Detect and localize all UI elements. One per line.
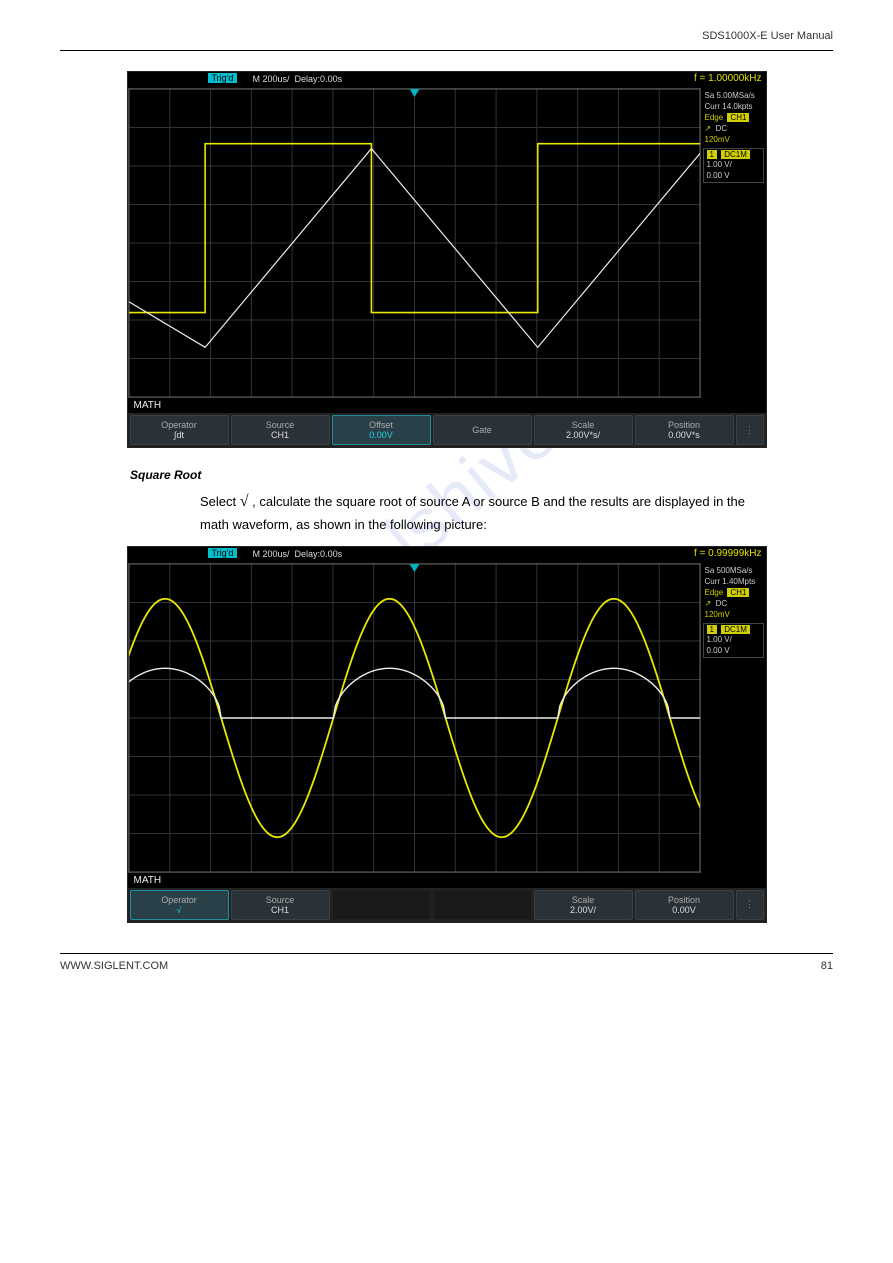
softkey-button[interactable]: Position0.00V*s (635, 415, 734, 445)
oscilloscope-screenshot-sqrt: Trig'd M 200us/ Delay:0.00s f = 0.99999k… (127, 546, 767, 923)
memory-depth: Curr 14.0kpts (703, 101, 764, 112)
sqrt-symbol: √ (240, 493, 249, 510)
trigger-coupling: DC (716, 124, 728, 133)
header-rule (60, 50, 833, 51)
trigger-type: Edge (705, 588, 724, 597)
trigger-coupling: DC (716, 599, 728, 608)
trigger-status-badge: Trig'd (208, 73, 238, 83)
softkey-menubar: Operator√SourceCH1 Scale2.00V/Position0.0… (128, 888, 766, 922)
menu-more-icon[interactable]: ⋮ (736, 890, 764, 920)
channel-badge: 1 (707, 625, 717, 634)
math-trace-label: MATH (128, 873, 766, 888)
scope-topbar: Trig'd M 200us/ Delay:0.00s f = 1.00000k… (128, 72, 766, 88)
softkey-menubar: Operator∫dtSourceCH1Offset0.00VGateScale… (128, 413, 766, 447)
softkey-button[interactable]: SourceCH1 (231, 890, 330, 920)
trigger-source-badge: CH1 (727, 113, 749, 122)
softkey-button[interactable]: Gate (433, 415, 532, 445)
header-manual-title: SDS1000X-E User Manual (60, 30, 833, 42)
trigger-slope-icon: ↗ (705, 124, 712, 133)
channel-impedance: DC1M (721, 150, 750, 159)
softkey-button[interactable]: SourceCH1 (231, 415, 330, 445)
softkey-button[interactable]: Offset0.00V (332, 415, 431, 445)
channel-offset: 0.00 V (705, 170, 762, 181)
sample-rate: Sa 500MSa/s (703, 565, 764, 576)
scope-side-panel: Sa 5.00MSa/s Curr 14.0kpts Edge CH1 ↗ DC… (701, 88, 766, 398)
section-title-square-root: Square Root (130, 466, 763, 485)
trigger-source-badge: CH1 (727, 588, 749, 597)
footer-url: WWW.SIGLENT.COM (60, 960, 168, 972)
softkey-button (433, 890, 532, 920)
math-trace-label: MATH (128, 398, 766, 413)
menu-more-icon[interactable]: ⋮ (736, 415, 764, 445)
trigger-level: 120mV (703, 134, 764, 145)
scope-side-panel: Sa 500MSa/s Curr 1.40Mpts Edge CH1 ↗ DC … (701, 563, 766, 873)
softkey-button[interactable]: Operator∫dt (130, 415, 229, 445)
softkey-button[interactable]: Scale2.00V/ (534, 890, 633, 920)
timebase-readout: M 200us/ Delay:0.00s (253, 74, 343, 84)
channel-vdiv: 1.00 V/ (705, 159, 762, 170)
frequency-readout: f = 0.99999kHz (694, 548, 762, 559)
channel-badge: 1 (707, 150, 717, 159)
oscilloscope-screenshot-integral: Trig'd M 200us/ Delay:0.00s f = 1.00000k… (127, 71, 767, 448)
timebase-readout: M 200us/ Delay:0.00s (253, 549, 343, 559)
softkey-button (332, 890, 431, 920)
operator-select-instruction: Select √ , calculate the square root of … (200, 489, 763, 535)
page-footer: WWW.SIGLENT.COM 81 (60, 953, 833, 972)
channel-impedance: DC1M (721, 625, 750, 634)
trigger-level: 120mV (703, 609, 764, 620)
sample-rate: Sa 5.00MSa/s (703, 90, 764, 101)
waveform-display (128, 563, 701, 873)
frequency-readout: f = 1.00000kHz (694, 73, 762, 84)
softkey-button[interactable]: Scale2.00V*s/ (534, 415, 633, 445)
channel-vdiv: 1.00 V/ (705, 634, 762, 645)
softkey-button[interactable]: Position0.00V (635, 890, 734, 920)
trigger-status-badge: Trig'd (208, 548, 238, 558)
channel-offset: 0.00 V (705, 645, 762, 656)
scope-topbar: Trig'd M 200us/ Delay:0.00s f = 0.99999k… (128, 547, 766, 563)
footer-page-number: 81 (821, 960, 833, 972)
memory-depth: Curr 1.40Mpts (703, 576, 764, 587)
trigger-type: Edge (705, 113, 724, 122)
trigger-slope-icon: ↗ (705, 599, 712, 608)
waveform-display (128, 88, 701, 398)
softkey-button[interactable]: Operator√ (130, 890, 229, 920)
